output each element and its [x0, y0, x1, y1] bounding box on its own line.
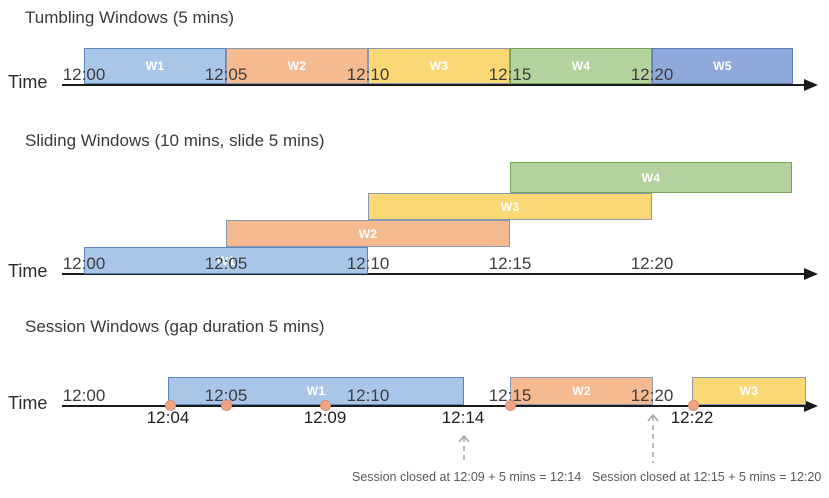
tumbling-tick: 12:10: [346, 65, 390, 84]
window-label: W3: [739, 384, 759, 398]
tumbling-window-w3: W3: [368, 48, 510, 84]
sliding-window-w4: W4: [510, 162, 792, 193]
session-window-w2: W2: [510, 377, 653, 405]
tumbling-tick: 12:15: [488, 65, 532, 84]
event-time-label: 12:22: [670, 408, 714, 427]
tumbling-window-w5: W5: [652, 48, 793, 84]
session-axis-arrowhead-icon: [804, 400, 818, 412]
sliding-time-axis-label: Time: [8, 261, 48, 281]
session-window-w1: W1: [168, 377, 464, 405]
sliding-tick: 12:15: [488, 254, 532, 273]
session-close-arrow-icon: [458, 435, 470, 464]
sliding-title: Sliding Windows (10 mins, slide 5 mins): [25, 131, 325, 150]
event-marker: [505, 400, 516, 411]
session-window-w3: W3: [692, 377, 806, 405]
event-time-label: 12:04: [146, 408, 190, 427]
sliding-tick: 12:00: [62, 254, 106, 273]
session-time-axis: [62, 405, 806, 407]
tumbling-window-w1: W1: [84, 48, 226, 84]
tumbling-tick: 12:05: [204, 65, 248, 84]
session-tick: 12:10: [346, 386, 390, 405]
window-label: W1: [216, 253, 236, 268]
event-marker: [221, 400, 232, 411]
window-label: W2: [572, 384, 591, 398]
event-time-label: 12:14: [441, 408, 485, 427]
window-label: W3: [500, 199, 520, 214]
tumbling-title: Tumbling Windows (5 mins): [25, 8, 235, 27]
sliding-axis-arrowhead-icon: [804, 268, 818, 280]
tumbling-window-w2: W2: [226, 48, 368, 84]
window-label: W3: [429, 59, 449, 73]
session-close-annotation: Session closed at 12:15 + 5 mins = 12:20: [592, 470, 822, 484]
event-marker: [165, 400, 176, 411]
window-label: W5: [713, 59, 732, 73]
sliding-time-axis: [62, 273, 806, 275]
session-tick: 12:20: [630, 386, 674, 405]
window-label: W1: [145, 59, 165, 73]
sliding-tick: 12:20: [630, 254, 674, 273]
window-label: W4: [571, 59, 591, 73]
sliding-window-w2: W2: [226, 220, 510, 247]
window-label: W1: [306, 384, 326, 398]
tumbling-axis-arrowhead-icon: [804, 79, 818, 91]
sliding-tick: 12:10: [346, 254, 390, 273]
window-label: W2: [287, 59, 307, 73]
sliding-window-w1: W1: [84, 247, 368, 274]
tumbling-time-axis-label: Time: [8, 72, 48, 92]
tumbling-time-axis: [62, 84, 806, 86]
window-label: W2: [358, 226, 378, 241]
window-label: W4: [641, 170, 661, 185]
sliding-window-w3: W3: [368, 193, 652, 220]
tumbling-tick: 12:20: [630, 65, 674, 84]
event-marker: [688, 400, 699, 411]
session-time-axis-label: Time: [8, 393, 48, 413]
sliding-tick: 12:05: [204, 254, 248, 273]
session-close-annotation: Session closed at 12:09 + 5 mins = 12:14: [352, 470, 582, 484]
tumbling-tick: 12:00: [62, 65, 106, 84]
session-title: Session Windows (gap duration 5 mins): [25, 317, 325, 336]
session-tick: 12:05: [204, 386, 248, 405]
event-time-label: 12:09: [303, 408, 347, 427]
tumbling-window-w4: W4: [510, 48, 652, 84]
event-marker: [320, 400, 331, 411]
session-tick: 12:00: [62, 386, 106, 405]
session-close-arrow-icon: [647, 414, 659, 463]
session-tick: 12:15: [488, 386, 532, 405]
